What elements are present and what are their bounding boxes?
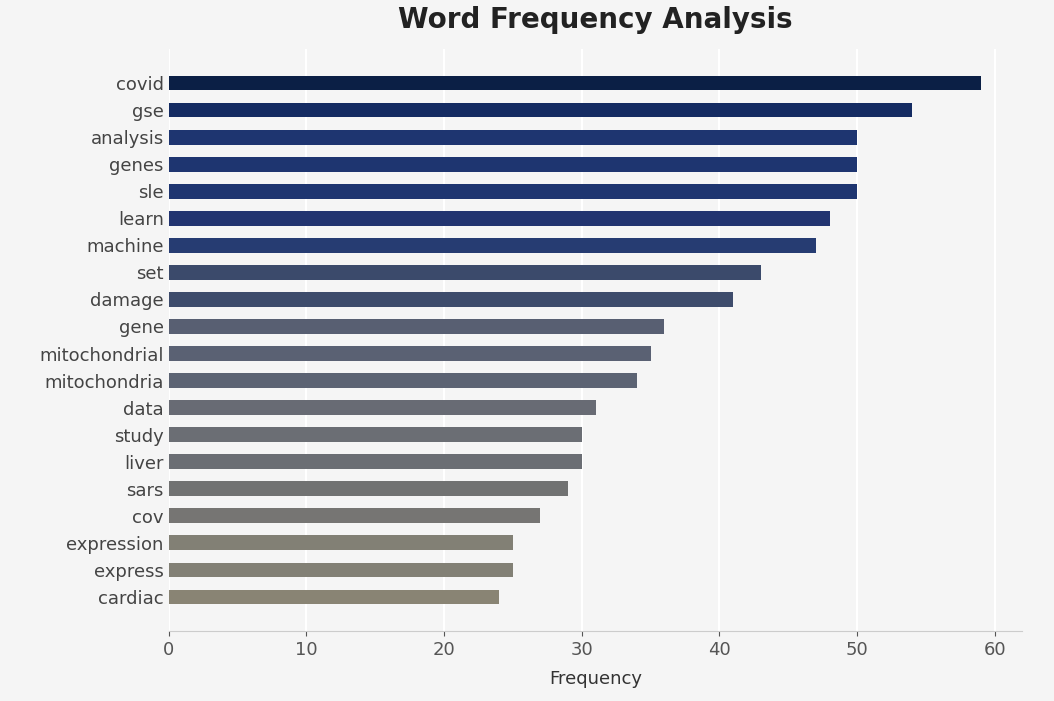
Bar (169, 319, 664, 334)
Bar (169, 130, 857, 144)
Bar (169, 157, 857, 172)
Bar (169, 536, 513, 550)
Bar (169, 373, 637, 388)
Bar (169, 238, 816, 253)
Bar (169, 211, 829, 226)
Bar (169, 482, 568, 496)
Bar (169, 76, 981, 90)
Bar (169, 346, 650, 361)
Bar (169, 292, 734, 307)
Bar (169, 508, 541, 523)
Bar (169, 427, 582, 442)
Bar (169, 590, 500, 604)
Bar (169, 562, 513, 578)
X-axis label: Frequency: Frequency (549, 669, 642, 688)
Bar (169, 400, 596, 415)
Bar (169, 102, 912, 118)
Bar (169, 184, 857, 198)
Title: Word Frequency Analysis: Word Frequency Analysis (398, 6, 793, 34)
Bar (169, 265, 761, 280)
Bar (169, 454, 582, 469)
